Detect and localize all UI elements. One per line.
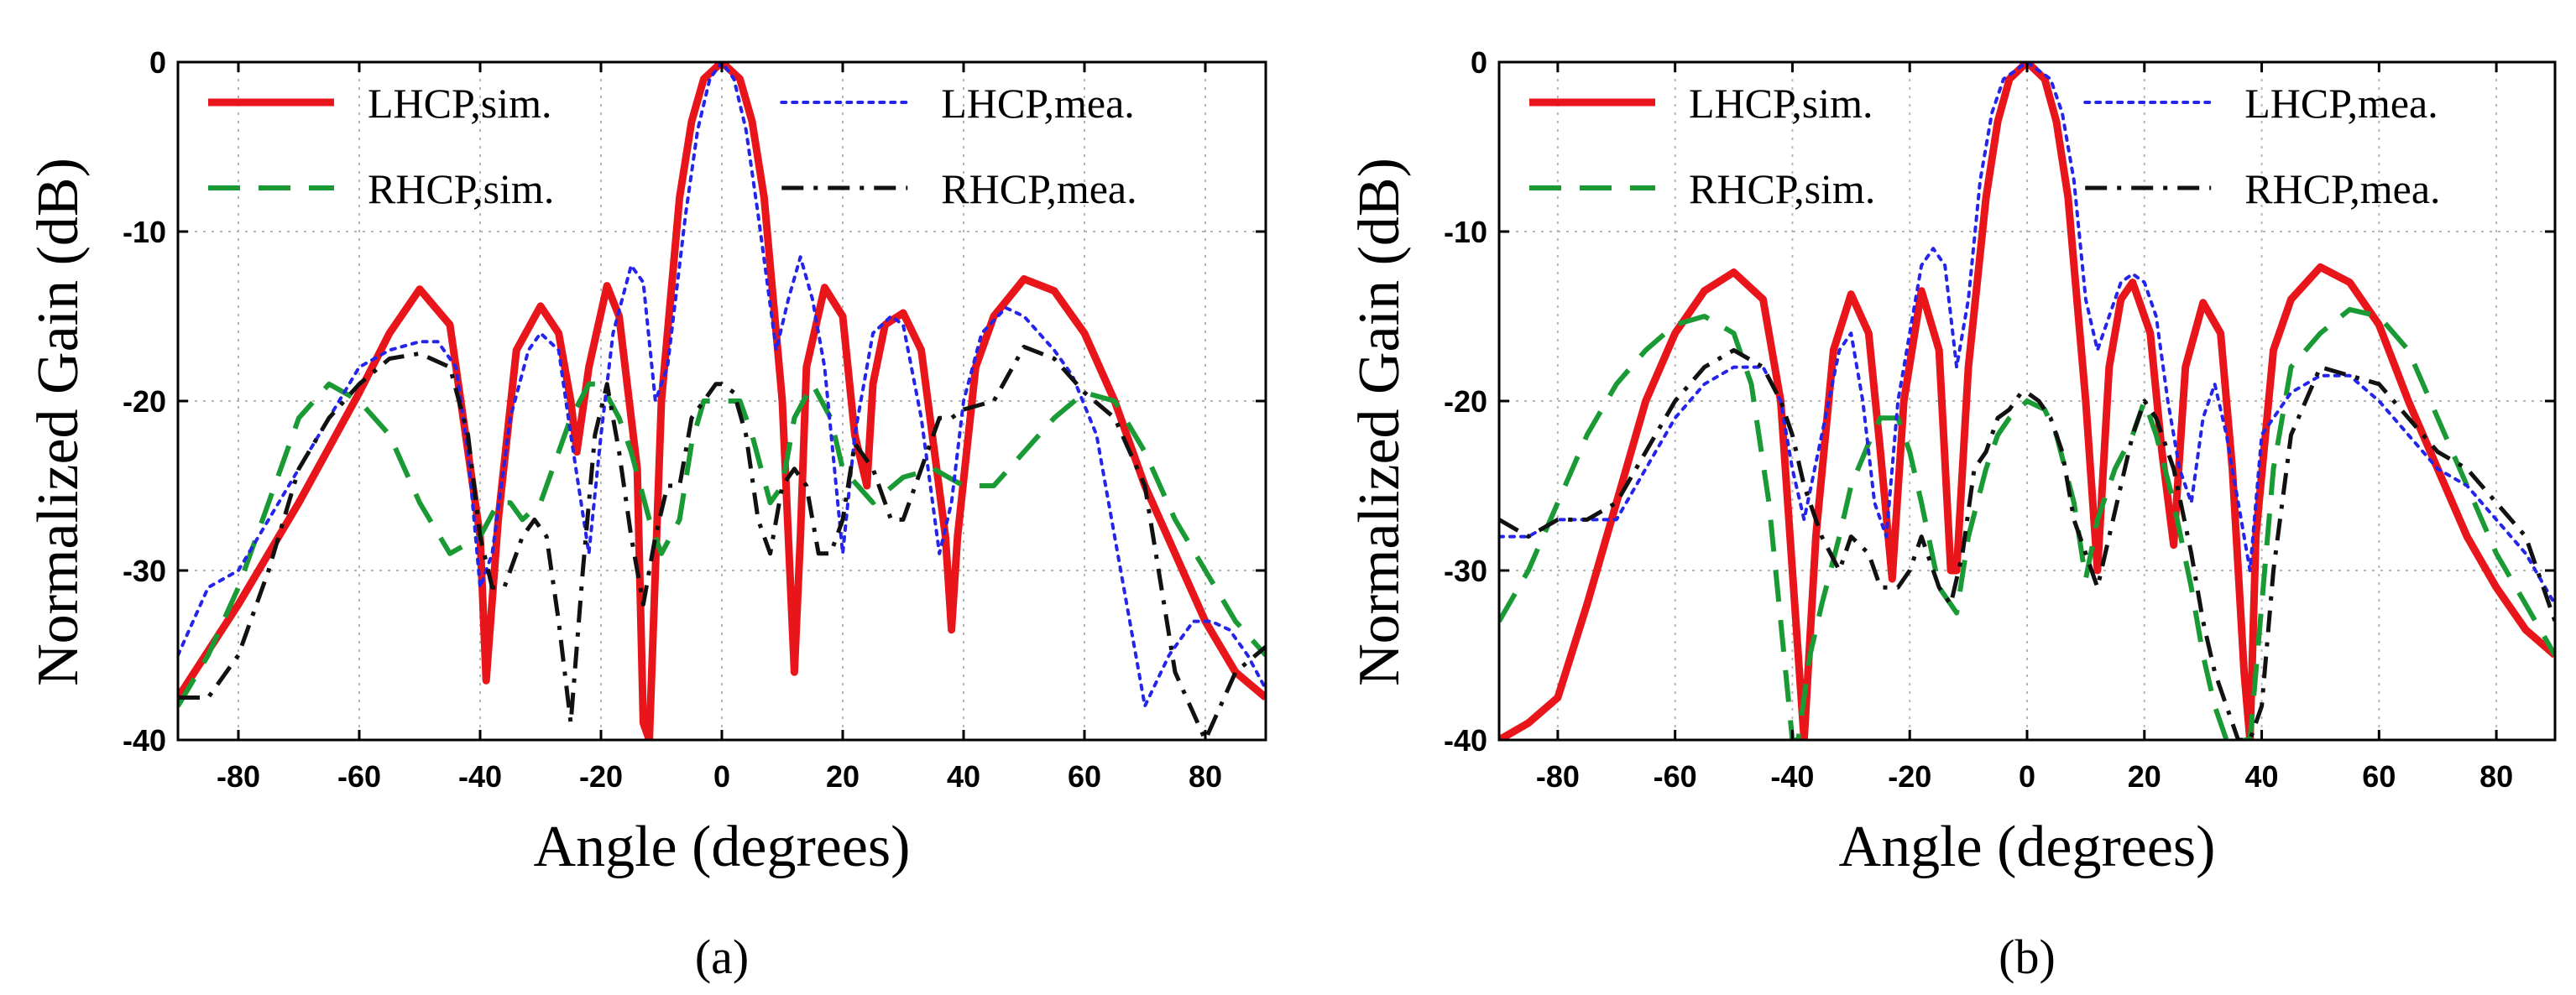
y-tick-label: -30 — [123, 554, 166, 588]
x-tick-label: 40 — [2245, 759, 2279, 794]
y-tick-label: 0 — [1471, 45, 1487, 80]
chart-panel-b: -80 -60 -40 -20 0 20 40 60 80 0 -10 -20 -30 -40 Angle … — [1347, 45, 2557, 984]
y-tick-label: 0 — [149, 45, 166, 80]
series-line-rhcp-sim- — [1499, 306, 2555, 740]
x-tick-label: 0 — [2019, 759, 2035, 794]
x-tick-label: -80 — [217, 759, 260, 794]
x-tick-label: 0 — [713, 759, 730, 794]
legend-label: RHCP,mea. — [941, 165, 1136, 212]
x-tick-label: -20 — [1888, 759, 1931, 794]
y-tick-label: -30 — [1444, 554, 1487, 588]
x-tick-label: 60 — [1068, 759, 1101, 794]
panel-caption: (a) — [695, 930, 749, 984]
legend-label: RHCP,sim. — [1689, 165, 1875, 212]
legend-label: LHCP,sim. — [1689, 80, 1873, 127]
x-tick-label: 40 — [947, 759, 980, 794]
series-line-lhcp-mea- — [178, 62, 1266, 708]
y-tick-label: -20 — [1444, 384, 1487, 419]
x-tick-label: 20 — [826, 759, 860, 794]
chart-panel-a: -80 -60 -40 -20 0 20 40 60 80 0 -10 -20 -30 -40 Angle … — [26, 45, 1267, 984]
y-tick-label: -10 — [1444, 215, 1487, 249]
legend-label: RHCP,mea. — [2244, 165, 2440, 212]
y-tick-label: -40 — [123, 723, 166, 758]
y-tick-label: -10 — [123, 215, 166, 249]
x-tick-label: -60 — [1654, 759, 1697, 794]
x-tick-label: 60 — [2362, 759, 2396, 794]
series-line-lhcp-mea- — [1499, 62, 2555, 607]
panel-caption: (b) — [1999, 930, 2056, 984]
x-tick-label: 80 — [2479, 759, 2513, 794]
y-tick-label: -20 — [123, 384, 166, 419]
y-tick-label: -40 — [1444, 723, 1487, 758]
x-tick-label: -60 — [337, 759, 381, 794]
series-line-lhcp-sim- — [1499, 62, 2555, 740]
legend-label: LHCP,mea. — [2244, 80, 2438, 127]
x-tick-label: -20 — [579, 759, 623, 794]
x-tick-label: 80 — [1189, 759, 1222, 794]
y-axis-title: Normalized Gain (dB) — [26, 158, 91, 686]
x-axis-title: Angle (degrees) — [1839, 815, 2216, 879]
y-axis-title: Normalized Gain (dB) — [1347, 158, 1412, 686]
x-tick-label: 20 — [2128, 759, 2161, 794]
legend-label: RHCP,sim. — [368, 165, 554, 212]
legend-label: LHCP,mea. — [941, 80, 1135, 127]
legend-label: LHCP,sim. — [368, 80, 552, 127]
series-line-rhcp-mea- — [1499, 347, 2555, 740]
x-tick-label: -40 — [1770, 759, 1814, 794]
series-line-rhcp-sim- — [178, 381, 1266, 708]
x-axis-title: Angle (degrees) — [534, 815, 911, 879]
series-line-rhcp-mea- — [178, 344, 1266, 740]
x-tick-label: -80 — [1536, 759, 1580, 794]
x-tick-label: -40 — [458, 759, 502, 794]
